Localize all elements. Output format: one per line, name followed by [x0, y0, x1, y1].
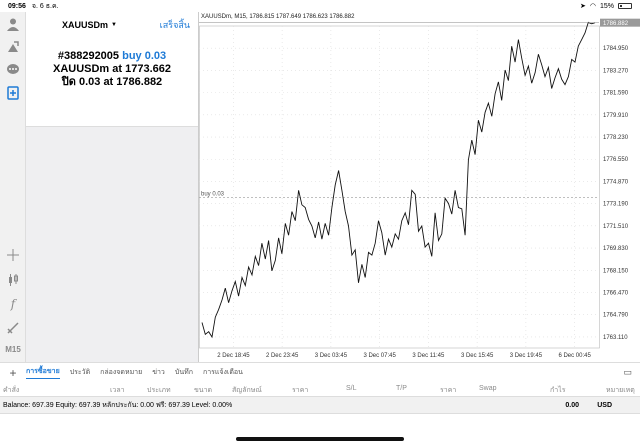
- y-tick-label: 1776.550: [603, 157, 629, 163]
- chart-title: XAUUSDm, M15, 1786.815 1787.649 1786.623…: [201, 14, 355, 20]
- price-chart[interactable]: 1784.950 1783.270 1781.590 1779.910 1778.230…: [198, 12, 640, 362]
- price-line-series: [201, 21, 596, 339]
- col-tp: T/P: [396, 385, 407, 392]
- col-comment: หมายเหตุ: [606, 387, 635, 394]
- indicator-function-icon[interactable]: f: [10, 297, 16, 311]
- order-close-line: ปิด 0.03 at 1786.882: [26, 76, 198, 89]
- table-header: คำสั่ง เวลา ประเภท ขนาด สัญลักษณ์ ราคา S…: [0, 382, 640, 396]
- status-time: 09:56: [8, 2, 26, 10]
- wifi-icon: ◠: [589, 3, 596, 10]
- balance-bar: Balance: 697.39 Equity: 697.39 หลักประกั…: [0, 396, 640, 414]
- chart-canvas[interactable]: 1784.950 1783.270 1781.590 1779.910 1778.230…: [199, 12, 640, 362]
- x-tick-label: 3 Dec 03:45: [315, 353, 348, 359]
- order-ticket: #388292005: [57, 50, 120, 62]
- order-open-price: 1773.662: [125, 63, 172, 75]
- col-symbol: สัญลักษณ์: [232, 387, 262, 394]
- home-indicator[interactable]: [236, 437, 404, 441]
- order-open-line: XAUUSDm at 1773.662: [26, 63, 198, 76]
- add-icon[interactable]: +: [9, 365, 17, 380]
- order-line-label: buy 0.03: [201, 191, 225, 197]
- x-tick-label: 3 Dec 15:45: [461, 353, 494, 359]
- y-tick-label: 1768.150: [603, 268, 629, 274]
- current-price-box: [600, 18, 640, 27]
- x-tick-label: 3 Dec 19:45: [510, 353, 543, 359]
- done-button[interactable]: เสร็จสิ้น: [159, 20, 190, 30]
- balance-text: Balance: 697.39 Equity: 697.39 หลักประกั…: [3, 401, 233, 409]
- chat-icon[interactable]: [5, 62, 21, 78]
- candlestick-icon[interactable]: [5, 272, 21, 288]
- status-date: จ. 6 ธ.ค.: [31, 2, 59, 10]
- col-sl: S/L: [346, 385, 357, 392]
- currency: USD: [597, 401, 612, 409]
- panel-toggle-icon[interactable]: ▭: [623, 367, 632, 377]
- y-tick-label: 1774.870: [603, 179, 629, 185]
- left-toolbar: f M15: [0, 12, 26, 362]
- new-order-icon[interactable]: [5, 85, 21, 101]
- col-order: คำสั่ง: [3, 387, 20, 394]
- x-tick-label: 3 Dec 07:45: [363, 353, 396, 359]
- y-tick-label: 1773.190: [603, 202, 629, 208]
- plot-frame: [199, 25, 600, 349]
- y-tick-label: 1778.230: [603, 135, 629, 141]
- col-size: ขนาด: [194, 387, 213, 394]
- x-tick-label: 6 Dec 00:45: [558, 353, 591, 359]
- order-close-prefix: ปิด 0.03 at: [61, 76, 114, 88]
- tab-history[interactable]: ประวัติ: [69, 369, 91, 376]
- y-tick-label: 1783.270: [603, 68, 629, 74]
- col-time: เวลา: [110, 387, 125, 394]
- y-tick-label: 1764.790: [603, 313, 629, 319]
- tab-trade[interactable]: การซื้อขาย: [26, 366, 60, 379]
- x-tick-label: 3 Dec 11:45: [412, 353, 445, 359]
- order-panel-background: [26, 127, 198, 362]
- y-tick-label: 1769.830: [603, 246, 629, 252]
- location-icon: ➤: [580, 3, 586, 10]
- order-open-prefix: XAUUSDm at: [52, 63, 123, 75]
- trade-arrows-icon[interactable]: [5, 39, 21, 55]
- y-tick-label: 1781.590: [603, 91, 629, 97]
- x-tick-label: 2 Dec 18:45: [217, 353, 250, 359]
- order-side: buy 0.03: [122, 50, 167, 62]
- total-profit: 0.00: [565, 401, 579, 409]
- col-profit: กำไร: [550, 387, 566, 394]
- x-tick-label: 2 Dec 23:45: [266, 353, 299, 359]
- y-tick-label: 1763.110: [603, 335, 628, 341]
- tab-news[interactable]: ข่าว: [152, 369, 165, 376]
- y-tick-label: 1766.470: [603, 290, 629, 296]
- status-right: ➤ ◠ 15%: [580, 2, 632, 10]
- account-icon[interactable]: [5, 16, 21, 32]
- tab-alerts[interactable]: การแจ้งเตือน: [202, 369, 243, 376]
- y-tick-label: 1784.950: [603, 46, 629, 52]
- chevron-down-icon[interactable]: ▼: [111, 22, 117, 28]
- y-tick-label: 1771.510: [603, 224, 629, 230]
- order-ticket-line: #388292005 buy 0.03: [26, 50, 198, 63]
- col-swap: Swap: [479, 385, 497, 392]
- col-type: ประเภท: [147, 387, 171, 394]
- battery-percent: 15%: [599, 2, 614, 10]
- symbol-selector[interactable]: XAUUSDm: [62, 20, 109, 30]
- crosshair-icon[interactable]: [5, 247, 21, 263]
- status-bar: 09:56 จ. 6 ธ.ค. ➤ ◠ 15%: [0, 0, 640, 12]
- draw-objects-icon[interactable]: [5, 320, 21, 336]
- terminal-tabs: + การซื้อขาย ประวัติ กล่องจดหมาย ข่าว บั…: [0, 362, 640, 382]
- current-price-label: 1786.882: [603, 21, 629, 27]
- col-price-current: ราคา: [440, 387, 457, 394]
- y-tick-label: 1779.910: [603, 113, 629, 119]
- order-result: #388292005 buy 0.03 XAUUSDm at 1773.662 …: [26, 50, 198, 89]
- order-panel: XAUUSDm ▼ เสร็จสิ้น #388292005 buy 0.03 …: [26, 12, 198, 127]
- tab-mailbox[interactable]: กล่องจดหมาย: [100, 369, 143, 376]
- order-panel-header: XAUUSDm ▼ เสร็จสิ้น: [26, 12, 198, 38]
- battery-icon: [618, 3, 632, 9]
- timeframe-label[interactable]: M15: [5, 345, 21, 354]
- col-price: ราคา: [292, 387, 309, 394]
- order-close-price: 1786.882: [116, 76, 163, 88]
- tab-journal[interactable]: บันทึก: [174, 369, 193, 376]
